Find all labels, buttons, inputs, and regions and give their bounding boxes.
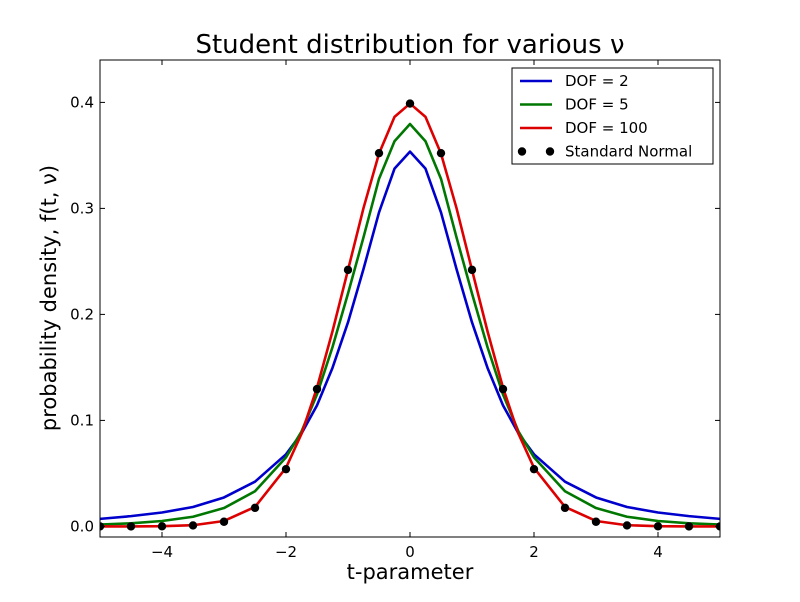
series-line-3 <box>100 102 720 528</box>
normal-point <box>250 503 260 513</box>
normal-point <box>436 148 446 158</box>
normal-point <box>374 148 384 158</box>
chart-title: Student distribution for various ν <box>195 30 624 60</box>
plot-area: −4 −2 0 2 4 0.0 0.1 0.2 0.3 0.4 <box>70 59 721 561</box>
y-tick-label: 0.4 <box>70 93 94 111</box>
legend-label: DOF = 100 <box>565 119 648 137</box>
x-tick-label: 2 <box>529 543 539 561</box>
x-axis-label: t-parameter <box>347 560 474 584</box>
legend-label: DOF = 2 <box>565 72 629 90</box>
series-line-1 <box>100 150 720 521</box>
normal-point <box>560 503 570 513</box>
normal-point <box>126 522 136 531</box>
y-tick-label: 0.1 <box>70 411 94 429</box>
normal-point <box>405 99 415 108</box>
x-tick-label: 0 <box>405 543 415 561</box>
normal-point <box>653 522 663 531</box>
y-tick-label: 0.0 <box>70 517 94 535</box>
x-tick-label: 4 <box>653 543 663 561</box>
legend-swatch-point <box>545 147 555 156</box>
legend-label: DOF = 5 <box>565 96 629 114</box>
normal-point <box>312 384 322 394</box>
normal-point <box>467 265 477 275</box>
legend: DOF = 2 DOF = 5 DOF = 100 Standard Normal <box>511 67 714 165</box>
normal-point <box>498 384 508 394</box>
normal-point <box>622 521 632 530</box>
normal-point <box>281 464 291 474</box>
normal-point <box>529 464 539 474</box>
normal-point <box>343 265 353 275</box>
y-tick-label: 0.3 <box>70 199 94 217</box>
y-tick-label: 0.2 <box>70 305 94 323</box>
legend-label: Standard Normal <box>565 143 692 161</box>
x-tick-label: −4 <box>151 543 173 561</box>
normal-point <box>219 517 229 526</box>
normal-point <box>188 521 198 530</box>
normal-point <box>157 522 167 531</box>
series-line-2 <box>100 122 720 526</box>
normal-point <box>684 522 694 531</box>
normal-point <box>591 517 601 526</box>
legend-swatch-point <box>517 147 527 156</box>
data-layer <box>100 99 720 531</box>
y-axis-label: probability density, f(t, ν) <box>37 165 61 431</box>
x-tick-label: −2 <box>275 543 297 561</box>
legend-box <box>511 67 714 165</box>
